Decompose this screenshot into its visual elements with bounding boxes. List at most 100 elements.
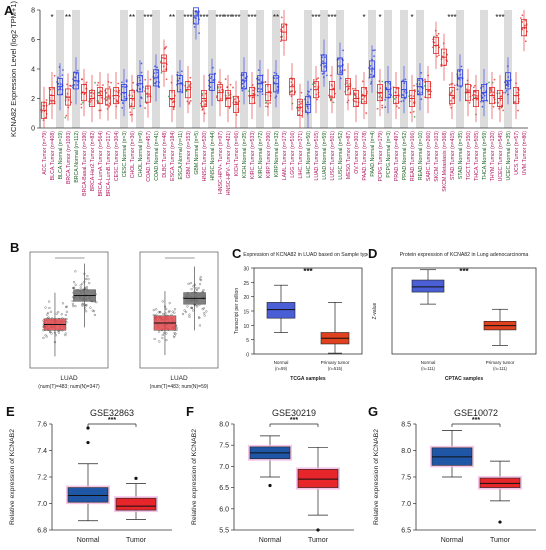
- panel-e-chart: GSE32863 6.8 7.0 7.2 7.4 7.6 Relative expressi…: [9, 408, 172, 544]
- panel-b-point-tumor: [57, 311, 60, 314]
- panel-a-normal-band: [192, 10, 200, 128]
- panel-a-point: [524, 19, 527, 22]
- panel-a-point: [393, 98, 396, 100]
- panel-f-box: [297, 469, 339, 488]
- panel-e-x-tick-label: Normal: [77, 537, 100, 544]
- panel-a-x-tick-label: BRCA.Tumor (n=1093): [66, 131, 72, 184]
- panel-b-point-normal: [203, 314, 206, 317]
- panel-a-point: [437, 32, 440, 35]
- panel-a-point: [76, 84, 79, 86]
- panel-a-point: [96, 84, 99, 87]
- panel-a-point: [456, 88, 459, 91]
- panel-a-point: [144, 107, 147, 110]
- panel-a-point: [460, 65, 463, 68]
- panel-a-point: [65, 114, 68, 117]
- panel-a-x-tick-label: GBM.Tumor (n=153): [186, 131, 192, 179]
- panel-label-e: E: [6, 404, 15, 419]
- panel-a-point: [165, 78, 168, 81]
- panel-a-point: [98, 109, 101, 112]
- panel-a-point: [117, 82, 120, 85]
- panel-a-significance: **: [129, 13, 135, 22]
- panel-e-y-tick-label: 7.4: [37, 448, 47, 455]
- panel-b-x-sublabel: (num(T)=483; num(N)=59): [150, 384, 209, 390]
- panel-e-y-tick-label: 7.2: [37, 475, 47, 482]
- panel-a-point: [108, 105, 110, 108]
- panel-f-significance: ***: [290, 417, 298, 424]
- panel-a-point: [66, 83, 68, 86]
- panel-a-point: [372, 49, 375, 52]
- panel-c-y-tick-label: 25: [243, 281, 249, 287]
- panel-a-point: [260, 88, 263, 91]
- panel-a-point: [102, 84, 104, 87]
- panel-b-point-normal: [192, 285, 195, 288]
- panel-a-x-tick-label: OV.Tumor (n=303): [354, 131, 360, 174]
- panel-b-point-normal: [198, 283, 202, 286]
- panel-a-point: [100, 90, 103, 93]
- panel-a-point: [436, 55, 438, 58]
- panel-b-point-tumor: [50, 332, 53, 335]
- panel-b-point-tumor: [173, 308, 177, 311]
- panel-a-point: [398, 107, 400, 109]
- panel-a-point: [361, 98, 364, 101]
- panel-a-x-tick-label: UVM.Tumor (n=80): [522, 131, 528, 176]
- panel-b-point-normal: [189, 282, 192, 285]
- panel-b-point-tumor: [44, 334, 47, 337]
- panel-a-point: [427, 93, 430, 96]
- panel-a-x-tick-label: LUSC.Tumor (n=501): [330, 131, 336, 181]
- panel-a-point: [372, 74, 375, 77]
- panel-b-point-normal: [186, 305, 189, 308]
- panel-a-point: [424, 78, 427, 81]
- panel-g-x-tick-label: Tumor: [490, 537, 511, 544]
- panel-b-point-normal: [193, 283, 196, 286]
- panel-a-point: [412, 110, 415, 113]
- panel-b-point-tumor: [57, 331, 60, 334]
- panel-b-point-normal: [199, 279, 203, 282]
- panel-a-x-tick-label: LUAD.Tumor (n=515): [314, 131, 320, 181]
- panel-a-point: [172, 108, 175, 111]
- panel-f-x-tick-label: Normal: [259, 537, 282, 544]
- panel-a-point: [489, 91, 492, 94]
- panel-a-point: [404, 78, 407, 81]
- panel-b-point-tumor: [64, 333, 67, 337]
- panel-b-point-normal: [84, 286, 87, 290]
- panel-a-x-tick-label: BRCA-LumA.Tumor (n=564): [98, 131, 104, 197]
- panel-a-significance: ***: [327, 13, 336, 22]
- panel-a-x-tick-label: BRCA-LumB.Tumor (n=217): [106, 131, 112, 197]
- panel-a-point: [193, 26, 196, 28]
- panel-a-y-tick-label: 2: [31, 96, 35, 103]
- panel-g-y-tick-label: 6.5: [401, 528, 411, 535]
- panel-a-point: [481, 105, 484, 108]
- panel-a-point: [140, 62, 143, 65]
- panel-f-outlier: [268, 483, 272, 488]
- panel-a-point: [516, 91, 519, 94]
- panel-a-point: [80, 106, 83, 109]
- panel-b-point-tumor: [159, 311, 162, 314]
- panel-a-y-tick-label: 0: [31, 126, 35, 133]
- panel-a-point: [180, 70, 183, 73]
- panel-a-point: [449, 92, 452, 95]
- panel-f-y-axis-label: Relative expression of KCNAB2: [191, 429, 198, 525]
- panel-a-x-tick-label: CESC.Tumor (n=304): [114, 131, 120, 181]
- panel-a-point: [410, 94, 412, 97]
- panel-a-point: [188, 102, 191, 105]
- panel-a-point: [306, 112, 309, 115]
- panel-a-point: [376, 107, 379, 110]
- panel-b-point-normal: [198, 316, 201, 319]
- panel-a-point: [97, 101, 100, 104]
- panel-a-significance: ***: [199, 13, 208, 22]
- panel-a-significance: ***: [247, 13, 256, 22]
- panel-a-significance: ***: [215, 13, 224, 22]
- panel-a-point: [384, 98, 387, 101]
- panel-f-y-tick-label: 6.0: [219, 506, 229, 513]
- panel-a-point: [121, 81, 123, 84]
- panel-a-point: [161, 56, 164, 59]
- panel-e-box: [67, 487, 109, 503]
- panel-a-point: [489, 88, 492, 91]
- panel-a-point: [418, 79, 420, 82]
- panel-b-point-normal: [81, 302, 84, 306]
- panel-a-point: [329, 98, 332, 101]
- panel-label-b: B: [10, 240, 20, 255]
- panel-a-point: [354, 87, 357, 90]
- panel-g-box: [479, 477, 521, 488]
- panel-a-point: [188, 84, 191, 86]
